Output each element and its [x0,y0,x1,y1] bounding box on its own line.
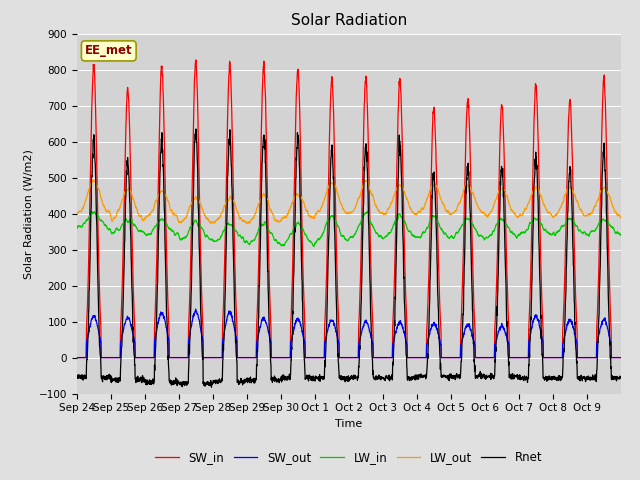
SW_in [617,355,625,360]
SW_out [73,355,81,360]
Rnet [127,254,135,260]
LW_out [127,191,135,196]
Rnet [382,373,390,379]
LW_out [610,205,618,211]
Rnet [513,373,521,379]
SW_in [543,355,551,360]
SW_in [245,355,253,360]
Rnet [610,375,618,381]
Rnet [207,384,215,390]
SW_out [543,355,551,360]
LW_out [513,214,521,220]
X-axis label: Time: Time [335,419,362,429]
LW_in [73,225,81,230]
LW_out [243,221,250,227]
LW_in [610,226,618,231]
SW_out [609,355,617,360]
LW_out [544,209,552,215]
LW_in [88,208,95,214]
LW_out [245,220,253,226]
SW_in [127,195,135,201]
Rnet [617,374,625,380]
SW_out [127,322,135,327]
SW_out [192,306,200,312]
Rnet [192,126,200,132]
LW_out [88,178,96,183]
Rnet [73,373,81,379]
SW_in [73,355,81,360]
SW_in [609,355,617,360]
LW_out [617,215,625,221]
SW_out [617,355,625,360]
Legend: SW_in, SW_out, LW_in, LW_out, Rnet: SW_in, SW_out, LW_in, LW_out, Rnet [151,446,547,469]
LW_in [513,235,521,240]
Line: SW_in: SW_in [77,60,621,358]
LW_in [617,232,625,238]
LW_out [382,211,390,217]
SW_in [381,355,389,360]
Line: LW_in: LW_in [77,211,621,246]
Rnet [245,377,253,383]
SW_in [192,57,200,63]
LW_in [245,241,253,247]
SW_out [513,355,520,360]
SW_in [513,355,520,360]
SW_out [381,355,389,360]
Y-axis label: Solar Radiation (W/m2): Solar Radiation (W/m2) [23,149,33,278]
Rnet [544,375,552,381]
LW_in [382,233,390,239]
Text: EE_met: EE_met [85,44,132,58]
LW_in [544,230,552,236]
SW_out [245,355,253,360]
LW_in [310,243,318,249]
Line: LW_out: LW_out [77,180,621,224]
Line: SW_out: SW_out [77,309,621,358]
Title: Solar Radiation: Solar Radiation [291,13,407,28]
LW_out [73,210,81,216]
Line: Rnet: Rnet [77,129,621,387]
LW_in [127,216,135,222]
